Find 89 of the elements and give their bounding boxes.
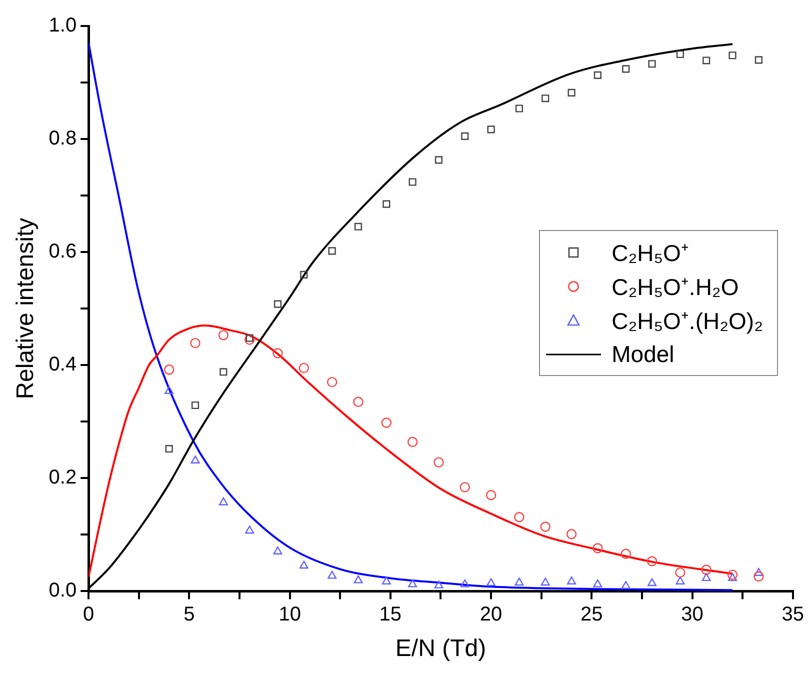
y-tick-label: 0.6 (48, 240, 77, 263)
point (381, 418, 392, 428)
point (514, 512, 524, 522)
point (328, 247, 336, 255)
point (728, 573, 738, 582)
point (354, 575, 363, 584)
point (728, 52, 736, 60)
point (434, 580, 444, 588)
legend-label: C₂H₅O⁺.H₂O (612, 273, 739, 302)
point (754, 56, 762, 64)
point (727, 570, 738, 580)
point (621, 581, 630, 589)
point (299, 560, 308, 569)
y-tick-label: 0.2 (48, 466, 77, 489)
y-tick-label: 0.0 (48, 580, 77, 602)
point (460, 482, 470, 492)
point (593, 579, 602, 588)
point (220, 368, 228, 376)
legend-label: Model (612, 340, 674, 368)
point (461, 132, 469, 140)
point (568, 88, 576, 96)
point (514, 578, 524, 586)
y-tick-label: 0.4 (48, 354, 77, 376)
point (300, 270, 308, 278)
point (434, 156, 443, 164)
point (353, 396, 364, 407)
x-tick-label: 20 (480, 604, 502, 626)
point (622, 65, 630, 73)
point (486, 578, 496, 586)
point (191, 401, 200, 410)
point (354, 222, 362, 230)
point (434, 457, 444, 468)
point (648, 578, 657, 586)
point (165, 444, 173, 453)
point (592, 543, 603, 554)
point (675, 567, 686, 578)
point (328, 570, 337, 579)
point (382, 200, 390, 208)
x-tick-label: 35 (782, 604, 804, 626)
point (648, 60, 656, 68)
y-axis-title: Relative intensity (12, 218, 40, 400)
x-tick-label: 15 (379, 604, 402, 626)
point (702, 56, 710, 64)
point (244, 334, 255, 345)
point (540, 522, 550, 532)
point (701, 564, 712, 575)
point (407, 436, 418, 448)
point (702, 573, 711, 582)
x-tick-label: 0 (83, 604, 94, 626)
point (326, 376, 338, 388)
point (408, 178, 416, 186)
point (754, 568, 764, 576)
point (273, 546, 282, 554)
point (460, 579, 470, 588)
point (594, 71, 602, 79)
point (246, 334, 254, 342)
y-tick-label: 1.0 (48, 14, 77, 37)
point (298, 362, 310, 374)
x-tick-label: 30 (681, 604, 704, 626)
point (274, 300, 282, 308)
point (567, 576, 576, 584)
point (164, 386, 174, 394)
point (245, 526, 254, 534)
legend-label: C₂H₅O⁺ (612, 239, 689, 268)
point (676, 576, 685, 584)
y-tick-label: 0.8 (48, 128, 77, 150)
point (754, 571, 764, 582)
point (487, 126, 495, 134)
point (486, 490, 496, 500)
point (190, 456, 200, 464)
point (272, 348, 283, 358)
point (566, 529, 577, 540)
point (676, 50, 684, 58)
point (540, 578, 550, 586)
x-tick-label: 25 (580, 604, 603, 626)
point (164, 364, 174, 375)
point (218, 497, 228, 506)
x-axis-title: E/N (Td) (395, 635, 486, 662)
point (515, 104, 523, 112)
x-tick-label: 5 (184, 604, 195, 626)
point (542, 94, 550, 102)
point (646, 556, 658, 566)
point (408, 579, 418, 588)
point (190, 338, 200, 348)
legend-label: C₂H₅O⁺.(H₂O)₂ (612, 307, 763, 336)
point (382, 576, 391, 584)
point (218, 330, 229, 340)
point (620, 548, 631, 559)
x-tick-label: 10 (278, 604, 301, 626)
